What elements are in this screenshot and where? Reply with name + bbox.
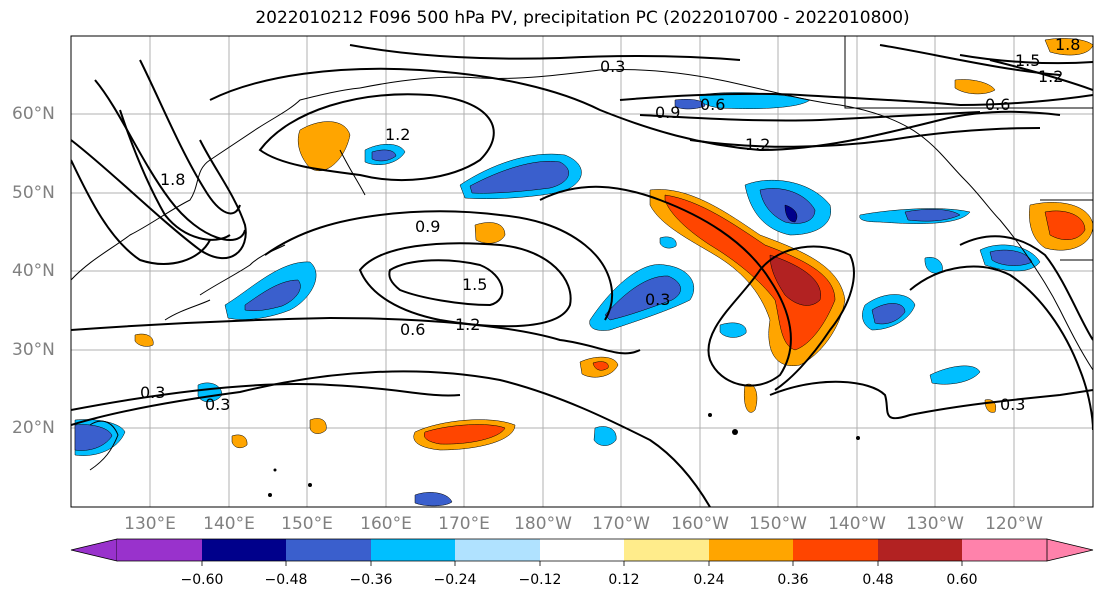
colorbar-segment <box>371 539 455 561</box>
contour-label: 0.3 <box>600 57 625 76</box>
colorbar-segment <box>455 539 540 561</box>
lat-label: 50°N <box>12 183 55 203</box>
lon-label: 150°W <box>749 514 807 534</box>
colorbar-tick-label: 0.48 <box>862 572 894 588</box>
lat-label: 30°N <box>12 340 55 360</box>
lon-label: 140°E <box>203 514 255 534</box>
colorbar-segment <box>117 539 202 561</box>
colorbar-tick-label: −0.60 <box>180 572 224 588</box>
lon-label: 160°W <box>671 514 729 534</box>
colorbar-tick-label: 0.60 <box>946 572 978 588</box>
islands <box>268 413 860 497</box>
colorbar-tick-label: −0.48 <box>264 572 308 588</box>
contour-label: 1.8 <box>160 170 185 189</box>
lon-label: 130°E <box>124 514 176 534</box>
colorbar <box>70 538 1094 566</box>
contour-label: 1.2 <box>1038 67 1063 86</box>
contour-label: 0.9 <box>415 217 440 236</box>
colorbar-segment <box>202 539 286 561</box>
map-title: 2022010212 F096 500 hPa PV, precipitatio… <box>255 8 910 28</box>
pv-contours <box>71 44 1093 507</box>
precip-shading <box>74 38 1093 507</box>
lon-label: 160°E <box>360 514 412 534</box>
lon-label: 170°E <box>438 514 490 534</box>
contour-label: 0.9 <box>655 103 680 122</box>
contour-label: 1.5 <box>1015 51 1040 70</box>
colorbar-segment <box>286 539 371 561</box>
colorbar-segment <box>962 539 1047 561</box>
colorbar-tick-label: −0.24 <box>433 572 477 588</box>
colorbar-tick-label: 0.36 <box>777 572 809 588</box>
coastlines <box>71 36 1093 471</box>
colorbar-tick-label: −0.12 <box>518 572 562 588</box>
lon-label: 140°W <box>828 514 886 534</box>
contour-label: 1.2 <box>455 315 480 334</box>
lat-label: 40°N <box>12 261 55 281</box>
contour-label: 0.6 <box>985 95 1010 114</box>
contour-label: 1.2 <box>745 135 770 154</box>
lat-label: 20°N <box>12 418 55 438</box>
lon-label: 180°W <box>514 514 572 534</box>
colorbar-segment <box>624 539 709 561</box>
colorbar-segment <box>878 539 962 561</box>
colorbar-extend-low <box>70 538 118 562</box>
contour-label: 0.3 <box>1000 395 1025 414</box>
contour-label: 0.6 <box>700 95 725 114</box>
colorbar-tick-label: 0.24 <box>693 572 725 588</box>
contour-label: 1.5 <box>462 275 487 294</box>
colorbar-segment <box>793 539 878 561</box>
colorbar-tick-label: 0.12 <box>608 572 640 588</box>
contour-labels: 0.3 0.3 0.3 0.3 0.3 0.6 0.6 0.6 0.9 0.9 … <box>140 35 1080 414</box>
lat-label: 60°N <box>12 104 55 124</box>
lon-label: 130°W <box>906 514 964 534</box>
colorbar-tick-label: −0.36 <box>349 572 393 588</box>
contour-label: 0.3 <box>205 395 230 414</box>
contour-label: 0.3 <box>645 290 670 309</box>
lon-label: 120°W <box>985 514 1043 534</box>
contour-label: 1.2 <box>385 125 410 144</box>
contour-label: 0.3 <box>140 383 165 402</box>
map-frame <box>70 35 1094 508</box>
colorbar-segment <box>540 539 624 561</box>
colorbar-extend-high <box>1046 538 1094 562</box>
colorbar-segment <box>709 539 793 561</box>
contour-label: 0.6 <box>400 320 425 339</box>
lon-label: 150°E <box>281 514 333 534</box>
lon-label: 170°W <box>592 514 650 534</box>
contour-label: 1.8 <box>1055 35 1080 54</box>
